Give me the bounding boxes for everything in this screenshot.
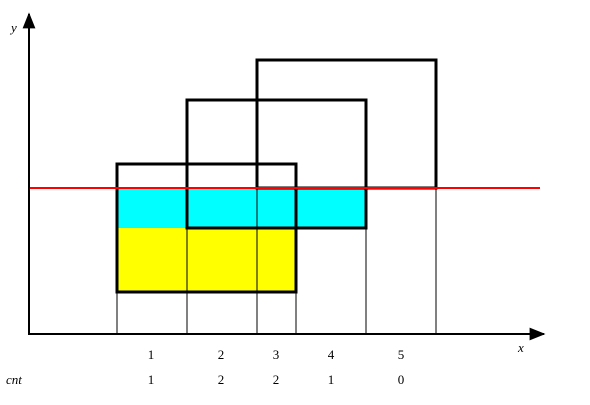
cnt-value: 2 — [273, 372, 280, 387]
rectangle-3 — [255, 58, 438, 190]
cnt-value: 1 — [328, 372, 335, 387]
segment-number: 3 — [273, 347, 280, 362]
cnt-label: cnt — [6, 372, 22, 387]
rectangle-2 — [185, 98, 368, 230]
cnt-value: 2 — [218, 372, 225, 387]
x-axis-label: x — [517, 340, 524, 355]
segment-number: 2 — [218, 347, 225, 362]
segment-number: 1 — [148, 347, 155, 362]
cnt-value: 0 — [398, 372, 405, 387]
segment-number: 5 — [398, 347, 405, 362]
cyan-region — [117, 188, 366, 228]
y-axis-label: y — [9, 20, 17, 35]
segment-number: 4 — [328, 347, 335, 362]
yellow-region — [117, 228, 296, 292]
cnt-value: 1 — [148, 372, 155, 387]
